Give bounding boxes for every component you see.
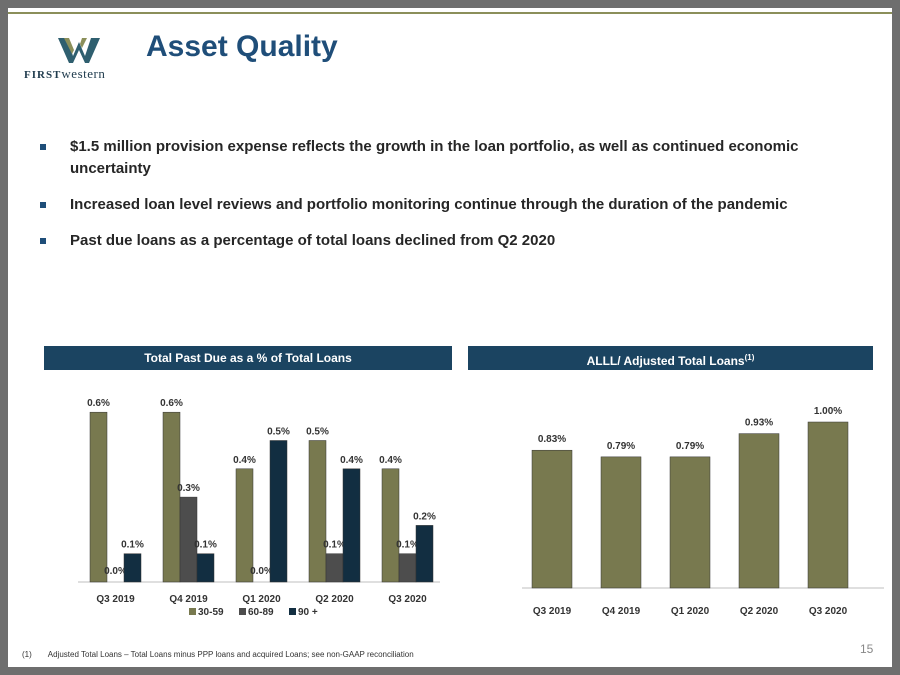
tick-label: Q3 2019 xyxy=(533,606,572,617)
past-due-chart: 0.6% 0.0% 0.1% Q3 2019 0.6% 0.3% 0.1% Q4 2019 0.… xyxy=(78,398,440,618)
bar-3 xyxy=(738,433,780,589)
bar-30-59-0 xyxy=(89,411,108,583)
bar-90-4 xyxy=(415,525,434,583)
bar-90-1 xyxy=(196,553,215,583)
data-label: 0.4% xyxy=(340,455,363,466)
page-number: 15 xyxy=(860,642,874,656)
data-label: 0.1% xyxy=(323,540,346,551)
data-label: 0.3% xyxy=(177,483,200,494)
logo-text: FIRSTwestern xyxy=(24,66,106,81)
legend-label: 30-59 xyxy=(198,607,224,618)
bullet-item: Past due loans as a percentage of total … xyxy=(38,230,838,252)
data-label: 0.79% xyxy=(676,441,704,452)
bar-4 xyxy=(807,421,849,589)
data-label: 0.1% xyxy=(121,540,144,551)
data-label: 0.6% xyxy=(160,398,183,409)
bullet-square-icon xyxy=(40,202,46,208)
bar-1 xyxy=(600,456,642,589)
data-label: 0.4% xyxy=(233,455,256,466)
bar-90-2 xyxy=(269,440,288,583)
legend-swatch xyxy=(239,608,246,615)
bar-30-59-1 xyxy=(162,411,181,583)
data-label: 0.0% xyxy=(250,566,273,577)
bullet-square-icon xyxy=(40,238,46,244)
bullet-list: $1.5 million provision expense reflects … xyxy=(38,136,838,266)
alll-chart: 0.83% Q3 2019 0.79% Q4 2019 0.79% Q1 2020 0.93… xyxy=(522,406,884,617)
tick-label: Q3 2019 xyxy=(96,594,135,605)
bar-0 xyxy=(531,449,573,589)
bar-2 xyxy=(669,456,711,589)
legend-label: 90 + xyxy=(298,607,318,618)
logo-w-icon xyxy=(58,38,100,63)
page-title: Asset Quality xyxy=(146,30,338,63)
legend-swatch xyxy=(189,608,196,615)
tick-label: Q3 2020 xyxy=(388,594,427,605)
tick-label: Q1 2020 xyxy=(242,594,281,605)
bar-60-89-4 xyxy=(398,553,417,583)
data-label: 0.79% xyxy=(607,441,635,452)
bar-60-89-3 xyxy=(325,553,344,583)
tick-label: Q3 2020 xyxy=(809,606,848,617)
data-label: 0.1% xyxy=(396,540,419,551)
data-label: 0.93% xyxy=(745,418,773,429)
slide: FIRSTwestern Asset Quality $1.5 million … xyxy=(8,8,892,667)
bar-90-3 xyxy=(342,468,361,583)
tick-label: Q2 2020 xyxy=(740,606,779,617)
tick-label: Q4 2019 xyxy=(602,606,641,617)
data-label: 0.5% xyxy=(306,427,329,438)
bullet-item: $1.5 million provision expense reflects … xyxy=(38,136,838,180)
data-label: 0.6% xyxy=(87,398,110,409)
tick-label: Q2 2020 xyxy=(315,594,354,605)
legend-swatch xyxy=(289,608,296,615)
footnote: (1) Adjusted Total Loans – Total Loans mi… xyxy=(22,650,414,659)
tick-label: Q4 2019 xyxy=(169,594,208,605)
data-label: 0.1% xyxy=(194,540,217,551)
data-label: 0.4% xyxy=(379,455,402,466)
bar-30-59-4 xyxy=(381,468,400,583)
bar-60-89-1 xyxy=(179,496,198,583)
tick-label: Q1 2020 xyxy=(671,606,710,617)
bullet-square-icon xyxy=(40,144,46,150)
bar-30-59-2 xyxy=(235,468,254,583)
bar-90-0 xyxy=(123,553,142,583)
chart1-header: Total Past Due as a % of Total Loans xyxy=(44,346,452,370)
legend-label: 60-89 xyxy=(248,607,274,618)
bar-30-59-3 xyxy=(308,440,327,583)
bullet-item: Increased loan level reviews and portfol… xyxy=(38,194,838,216)
top-rule xyxy=(8,12,892,14)
data-label: 0.5% xyxy=(267,427,290,438)
data-label: 0.83% xyxy=(538,434,566,445)
data-label: 0.2% xyxy=(413,511,436,522)
chart2-header: ALLL/ Adjusted Total Loans(1) xyxy=(468,346,873,370)
data-label: 0.0% xyxy=(104,566,127,577)
data-label: 1.00% xyxy=(814,406,842,417)
company-logo: FIRSTwestern xyxy=(24,36,134,86)
